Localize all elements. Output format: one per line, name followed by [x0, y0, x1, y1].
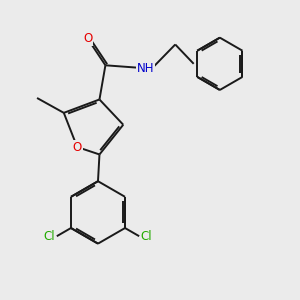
Text: NH: NH	[137, 62, 154, 75]
Text: O: O	[73, 140, 82, 154]
Text: Cl: Cl	[44, 230, 56, 243]
Text: Cl: Cl	[141, 230, 152, 243]
Text: O: O	[83, 32, 92, 45]
